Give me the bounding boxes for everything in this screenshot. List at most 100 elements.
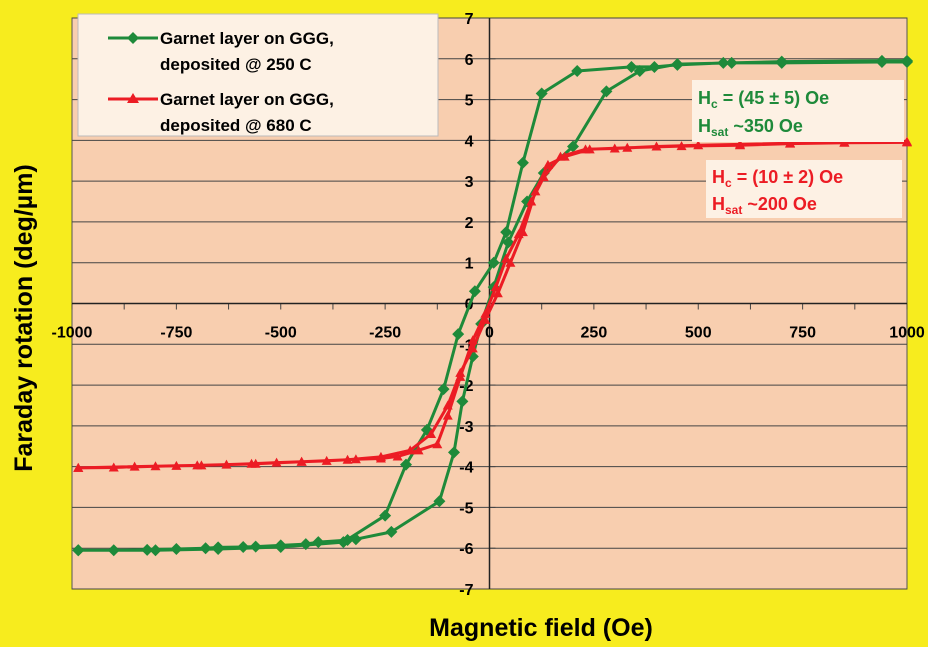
y-tick-label-6: 6	[465, 52, 474, 69]
series-1-point-50	[274, 540, 287, 553]
annotation-hc-series-1: Hc = (45 ± 5) Oe	[698, 88, 829, 111]
annotation-box-series-1	[692, 80, 904, 142]
series-1-point-53	[72, 544, 85, 557]
series-2-point-39	[584, 144, 595, 154]
series-2-point-2	[150, 461, 161, 471]
series-1-point-15	[448, 446, 461, 459]
series-1-point-9	[299, 538, 312, 551]
series-1-point-49	[337, 536, 350, 549]
annotation-hsat-series-1: Hsat ~350 Oe	[698, 116, 803, 139]
series-2-point-56	[192, 460, 203, 470]
series-1-point-6	[237, 540, 250, 553]
series-2-point-19	[490, 282, 501, 292]
series-2-point-34	[839, 137, 850, 147]
series-1-point-27	[725, 56, 738, 69]
series-1-point-12	[349, 533, 362, 546]
series-1-point-1	[107, 544, 120, 557]
series-2-point-23	[538, 172, 549, 182]
series-2-point-43	[517, 227, 528, 237]
series-2-point-45	[492, 288, 503, 298]
series-2-point-3	[171, 460, 182, 470]
legend-label-series-2-line-1: Garnet layer on GGG,	[160, 90, 334, 109]
series-2-point-44	[505, 257, 516, 267]
series-1-point-23	[567, 140, 579, 153]
series-2-point-47	[467, 343, 478, 353]
series-2-point-50	[426, 429, 437, 439]
series-1-point-45	[437, 383, 450, 396]
series-2-point-28	[693, 140, 704, 150]
series-1-point-35	[671, 58, 684, 71]
series-1-point-7	[249, 540, 262, 553]
legend-box	[77, 13, 439, 137]
series-2-point-41	[542, 159, 553, 169]
series-2-point-9	[321, 455, 332, 465]
series-1-point-40	[516, 156, 529, 169]
y-tick-label-4: 4	[465, 133, 474, 150]
x-tick-label--500: -500	[265, 325, 297, 342]
series-2-point-57	[129, 461, 140, 471]
series-2-point-55	[250, 458, 261, 468]
series-1-point-2	[141, 543, 154, 556]
series-2-point-36	[735, 140, 745, 150]
series-1-point-24	[600, 85, 613, 98]
series-1-point-10	[312, 536, 325, 549]
series-1-point-37	[625, 60, 638, 73]
y-tick-label-1: 1	[465, 256, 474, 273]
series-1-point-32	[875, 56, 888, 69]
series-2-point-10	[350, 454, 361, 464]
y-tick-label--3: -3	[459, 419, 473, 436]
series-1	[72, 54, 913, 557]
series-2-point-12	[392, 451, 403, 461]
series-1-point-4	[199, 542, 212, 555]
series-2-point-48	[455, 367, 466, 377]
series-2-point-49	[442, 400, 453, 410]
series-1-point-52	[149, 544, 162, 557]
series-2-point-53	[342, 454, 353, 464]
series-2-point-17	[467, 335, 478, 345]
x-tick-label--1000: -1000	[52, 325, 93, 342]
series-1-point-38	[571, 65, 584, 78]
series-1-point-47	[400, 458, 412, 471]
series-1-point-41	[500, 226, 513, 239]
series-1-point-51	[212, 543, 225, 556]
x-axis-title: Magnetic field (Oe)	[429, 614, 653, 642]
series-1-point-13	[385, 525, 398, 538]
series-2-point-46	[480, 314, 491, 324]
series-1-point-14	[433, 495, 446, 508]
series-1-point-31	[901, 56, 913, 69]
annotation-hc-series-2: Hc = (10 ± 2) Oe	[712, 167, 843, 190]
series-1-point-33	[775, 56, 788, 69]
x-tick-labels: -1000 -750 -500 -250 0 250 500 750 1000	[52, 325, 925, 342]
series-2	[73, 136, 912, 472]
series-2-point-35	[785, 138, 796, 148]
annotation-box-series-2	[706, 160, 902, 218]
series-2-point-27	[651, 141, 662, 151]
series-1-point-16	[456, 395, 469, 408]
y-tick-label--5: -5	[459, 500, 473, 517]
series-2-point-22	[526, 196, 537, 206]
series-2-point-52	[375, 451, 386, 461]
series-1-point-20	[502, 236, 515, 249]
legend-marker-series-1	[127, 32, 139, 44]
y-tick-label-5: 5	[465, 93, 474, 110]
legend-marker-series-2	[127, 93, 139, 103]
series-2-point-20	[501, 253, 512, 263]
y-tick-label--6: -6	[459, 541, 473, 558]
x-tick-label-0: 0	[485, 325, 494, 342]
annotation-hsat-series-2: Hsat ~200 Oe	[712, 194, 817, 217]
y-tick-label--4: -4	[459, 460, 473, 477]
series-1-point-36	[648, 60, 661, 73]
series-1-point-25	[633, 65, 646, 78]
series-2-point-42	[530, 186, 541, 196]
x-tick-label-250: 250	[581, 325, 608, 342]
legend-label-series-1-line-1: Garnet layer on GGG,	[160, 29, 334, 48]
annotation-series-1: Hc = (45 ± 5) Oe Hsat ~350 Oe	[692, 80, 904, 142]
series-2-point-26	[609, 143, 620, 153]
x-tick-label-750: 750	[789, 325, 816, 342]
x-tick-label--750: -750	[160, 325, 192, 342]
series-2-point-18	[480, 308, 491, 318]
series-2-point-5	[221, 459, 232, 469]
series-2-point-13	[413, 445, 424, 455]
series-1-point-39	[535, 87, 548, 100]
series-2-point-54	[296, 456, 307, 466]
